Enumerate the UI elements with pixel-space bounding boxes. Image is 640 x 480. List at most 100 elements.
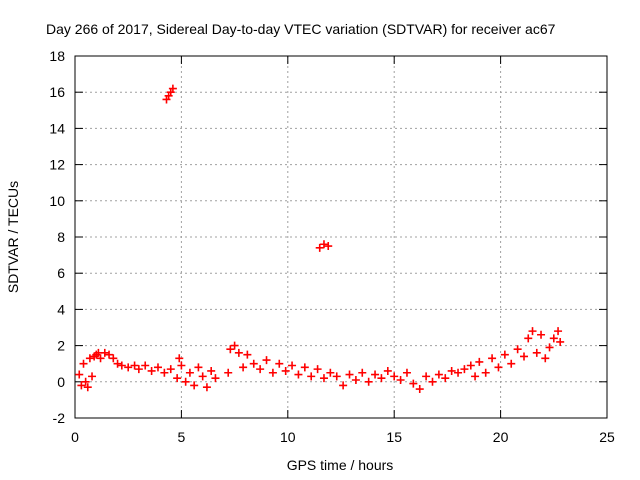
x-tick-label: 20 <box>493 429 509 445</box>
y-tick-label: 18 <box>49 48 65 64</box>
data-point <box>113 359 122 368</box>
data-point <box>554 327 563 336</box>
data-point <box>141 361 150 370</box>
data-point <box>300 363 309 372</box>
data-point <box>307 372 316 381</box>
data-point <box>409 379 418 388</box>
y-tick-label: 10 <box>49 193 65 209</box>
data-point <box>390 372 399 381</box>
data-point <box>441 374 450 383</box>
data-point <box>211 374 220 383</box>
data-point <box>249 359 258 368</box>
data-point <box>185 368 194 377</box>
data-point <box>96 354 105 363</box>
data-point <box>207 366 216 375</box>
data-point <box>175 354 184 363</box>
data-point <box>234 348 243 357</box>
data-point <box>166 365 175 374</box>
data-point <box>358 368 367 377</box>
y-tick-label: 4 <box>57 301 65 317</box>
data-point <box>181 377 190 386</box>
data-point <box>153 363 162 372</box>
data-point <box>466 361 475 370</box>
y-tick-label: 14 <box>49 120 65 136</box>
grid-lines <box>75 56 607 418</box>
data-point <box>371 370 380 379</box>
data-point <box>268 368 277 377</box>
data-point <box>460 365 469 374</box>
data-point <box>168 84 177 93</box>
data-point <box>134 365 143 374</box>
data-point <box>364 377 373 386</box>
data-point <box>339 381 348 390</box>
data-point <box>351 375 360 384</box>
y-tick-label: 0 <box>57 374 65 390</box>
data-point <box>313 365 322 374</box>
data-point <box>507 359 516 368</box>
data-point <box>513 345 522 354</box>
data-point <box>109 354 118 363</box>
y-tick-label: 16 <box>49 84 65 100</box>
data-point <box>85 354 94 363</box>
data-point <box>319 240 328 249</box>
data-point <box>281 366 290 375</box>
data-point <box>173 374 182 383</box>
data-point <box>556 337 565 346</box>
data-point <box>79 359 88 368</box>
y-tick-label: -2 <box>53 410 66 426</box>
data-point <box>190 381 199 390</box>
data-point <box>383 366 392 375</box>
data-point <box>117 361 126 370</box>
data-point <box>81 377 90 386</box>
y-tick-label: 8 <box>57 229 65 245</box>
data-point <box>83 383 92 392</box>
data-point <box>500 350 509 359</box>
data-point <box>528 327 537 336</box>
data-point <box>275 359 284 368</box>
data-point <box>288 361 297 370</box>
data-point <box>422 372 431 381</box>
data-point <box>541 354 550 363</box>
data-point <box>202 383 211 392</box>
data-point <box>88 372 97 381</box>
data-point <box>230 341 239 350</box>
data-point <box>434 370 443 379</box>
data-point <box>345 370 354 379</box>
plot-frame <box>74 55 608 419</box>
x-tick-label: 15 <box>386 429 402 445</box>
data-point <box>198 372 207 381</box>
data-point <box>77 381 86 390</box>
data-point <box>239 363 248 372</box>
data-point <box>319 374 328 383</box>
x-tick-label: 5 <box>178 429 186 445</box>
data-point <box>256 365 265 374</box>
data-point <box>447 366 456 375</box>
data-point <box>147 366 156 375</box>
data-point <box>262 356 271 365</box>
data-point <box>224 368 233 377</box>
data-point <box>415 385 424 394</box>
data-point <box>454 368 463 377</box>
data-point <box>315 243 324 252</box>
data-point <box>471 372 480 381</box>
data-point <box>177 361 186 370</box>
data-point <box>124 363 133 372</box>
data-point <box>75 370 84 379</box>
data-point <box>520 352 529 361</box>
data-point <box>402 368 411 377</box>
data-point <box>428 377 437 386</box>
data-point <box>324 242 333 251</box>
x-tick-label: 0 <box>71 429 79 445</box>
x-axis-label: GPS time / hours <box>287 457 394 473</box>
data-point <box>326 368 335 377</box>
data-point <box>532 348 541 357</box>
chart-title: Day 266 of 2017, Sidereal Day-to-day VTE… <box>46 21 556 37</box>
data-point <box>243 350 252 359</box>
data-point <box>475 357 484 366</box>
data-point <box>130 361 139 370</box>
data-point <box>488 354 497 363</box>
data-points <box>75 84 565 394</box>
y-axis-label: SDTVAR / TECUs <box>5 181 21 293</box>
y-tick-label: 2 <box>57 338 65 354</box>
data-point <box>377 374 386 383</box>
